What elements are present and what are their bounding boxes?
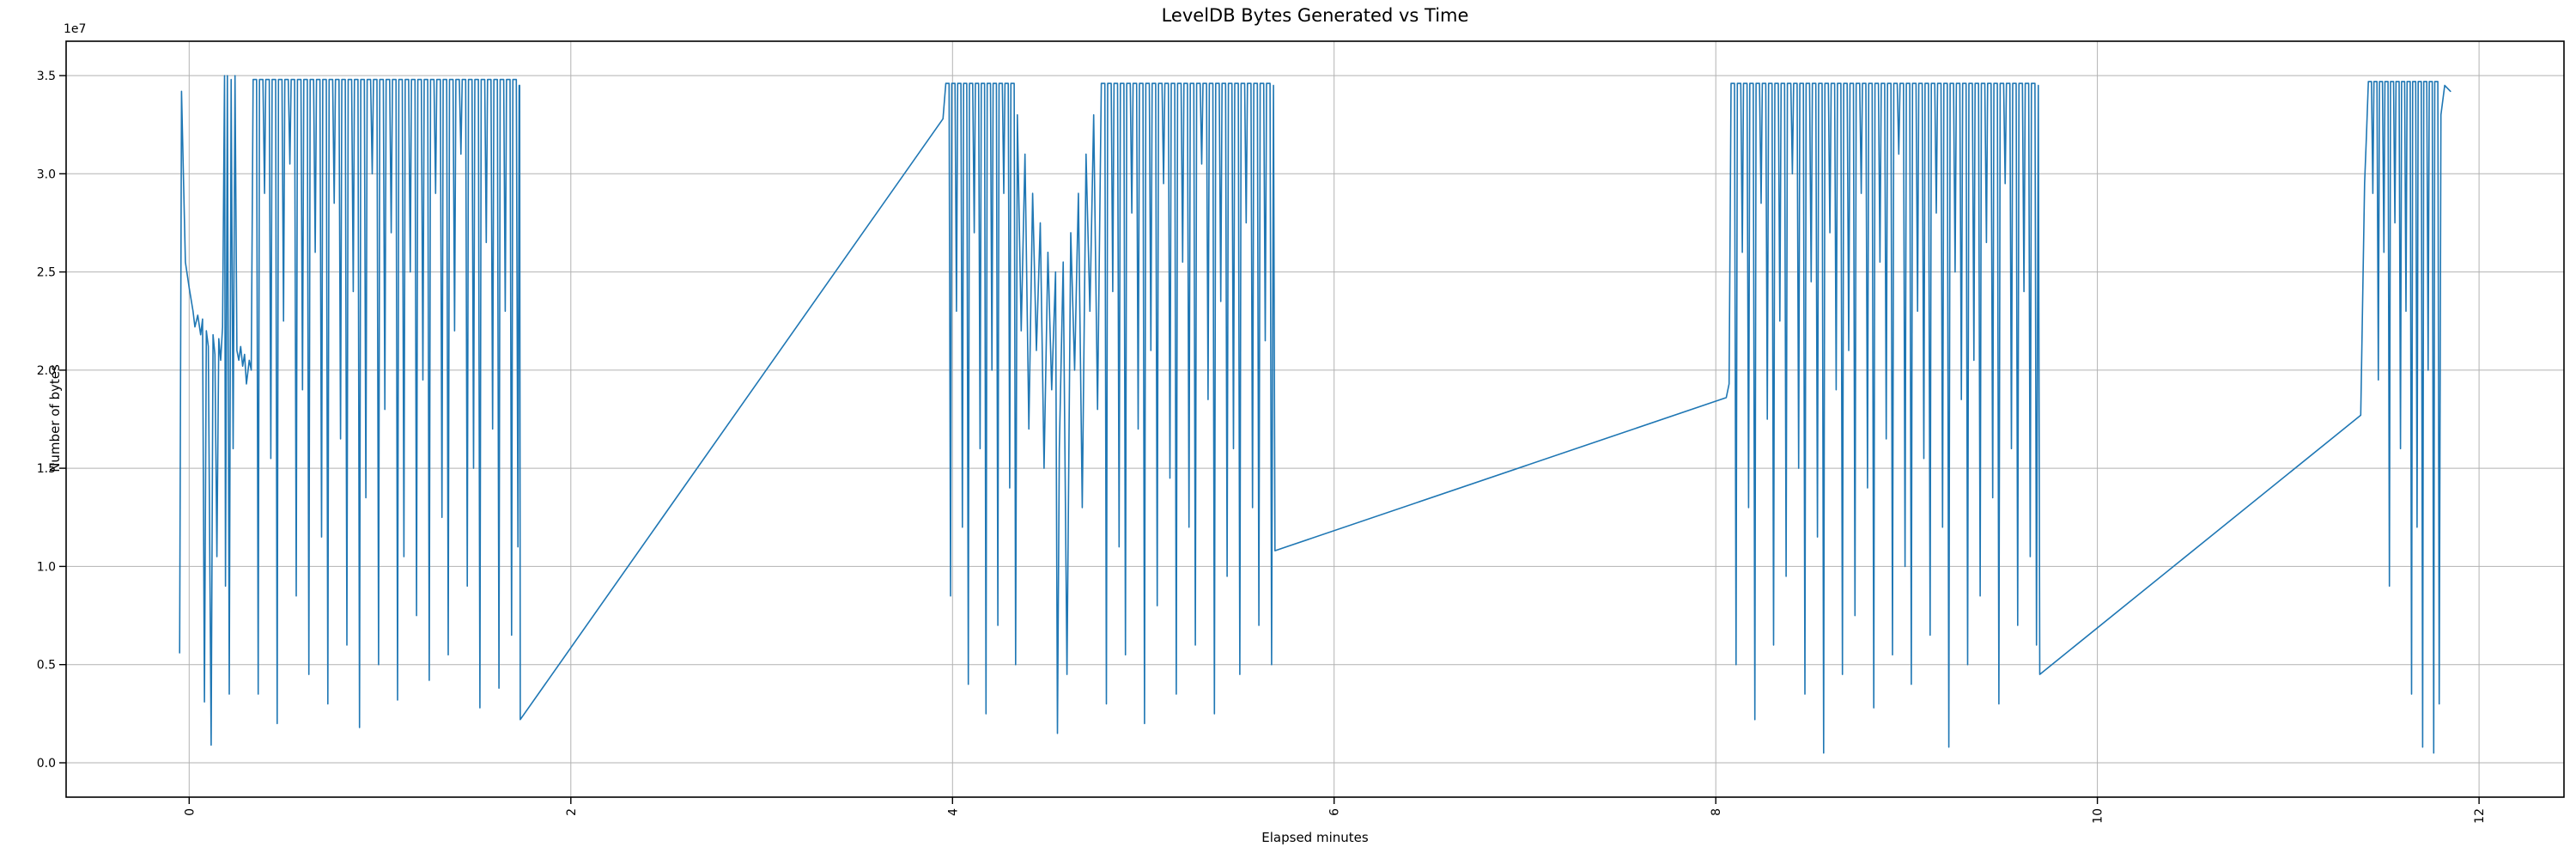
x-tick-label: 8 <box>1710 808 1723 816</box>
y-tick-label: 3.0 <box>37 168 56 181</box>
y-tick-label: 0.0 <box>37 757 56 771</box>
x-axis-label: Elapsed minutes <box>1261 830 1369 845</box>
bytes-generated-series-line <box>179 75 2451 754</box>
x-tick-label: 4 <box>946 808 960 816</box>
y-tick-label: 2.0 <box>37 364 56 378</box>
y-tick-label: 3.5 <box>37 70 56 83</box>
y-tick-label: 0.5 <box>37 659 56 673</box>
y-tick-label: 1.5 <box>37 462 56 476</box>
y-tick-label: 1.0 <box>37 560 56 574</box>
y-tick-label: 2.5 <box>37 266 56 280</box>
y-axis-offset-label: 1e7 <box>64 22 87 36</box>
x-tick-label: 2 <box>565 808 579 816</box>
x-tick-label: 10 <box>2092 808 2105 824</box>
axes-spines <box>65 40 2565 798</box>
x-tick-label: 12 <box>2473 808 2487 824</box>
chart-title: LevelDB Bytes Generated vs Time <box>1161 5 1469 26</box>
x-tick-label: 0 <box>183 808 197 816</box>
x-tick-label: 6 <box>1328 808 1342 816</box>
